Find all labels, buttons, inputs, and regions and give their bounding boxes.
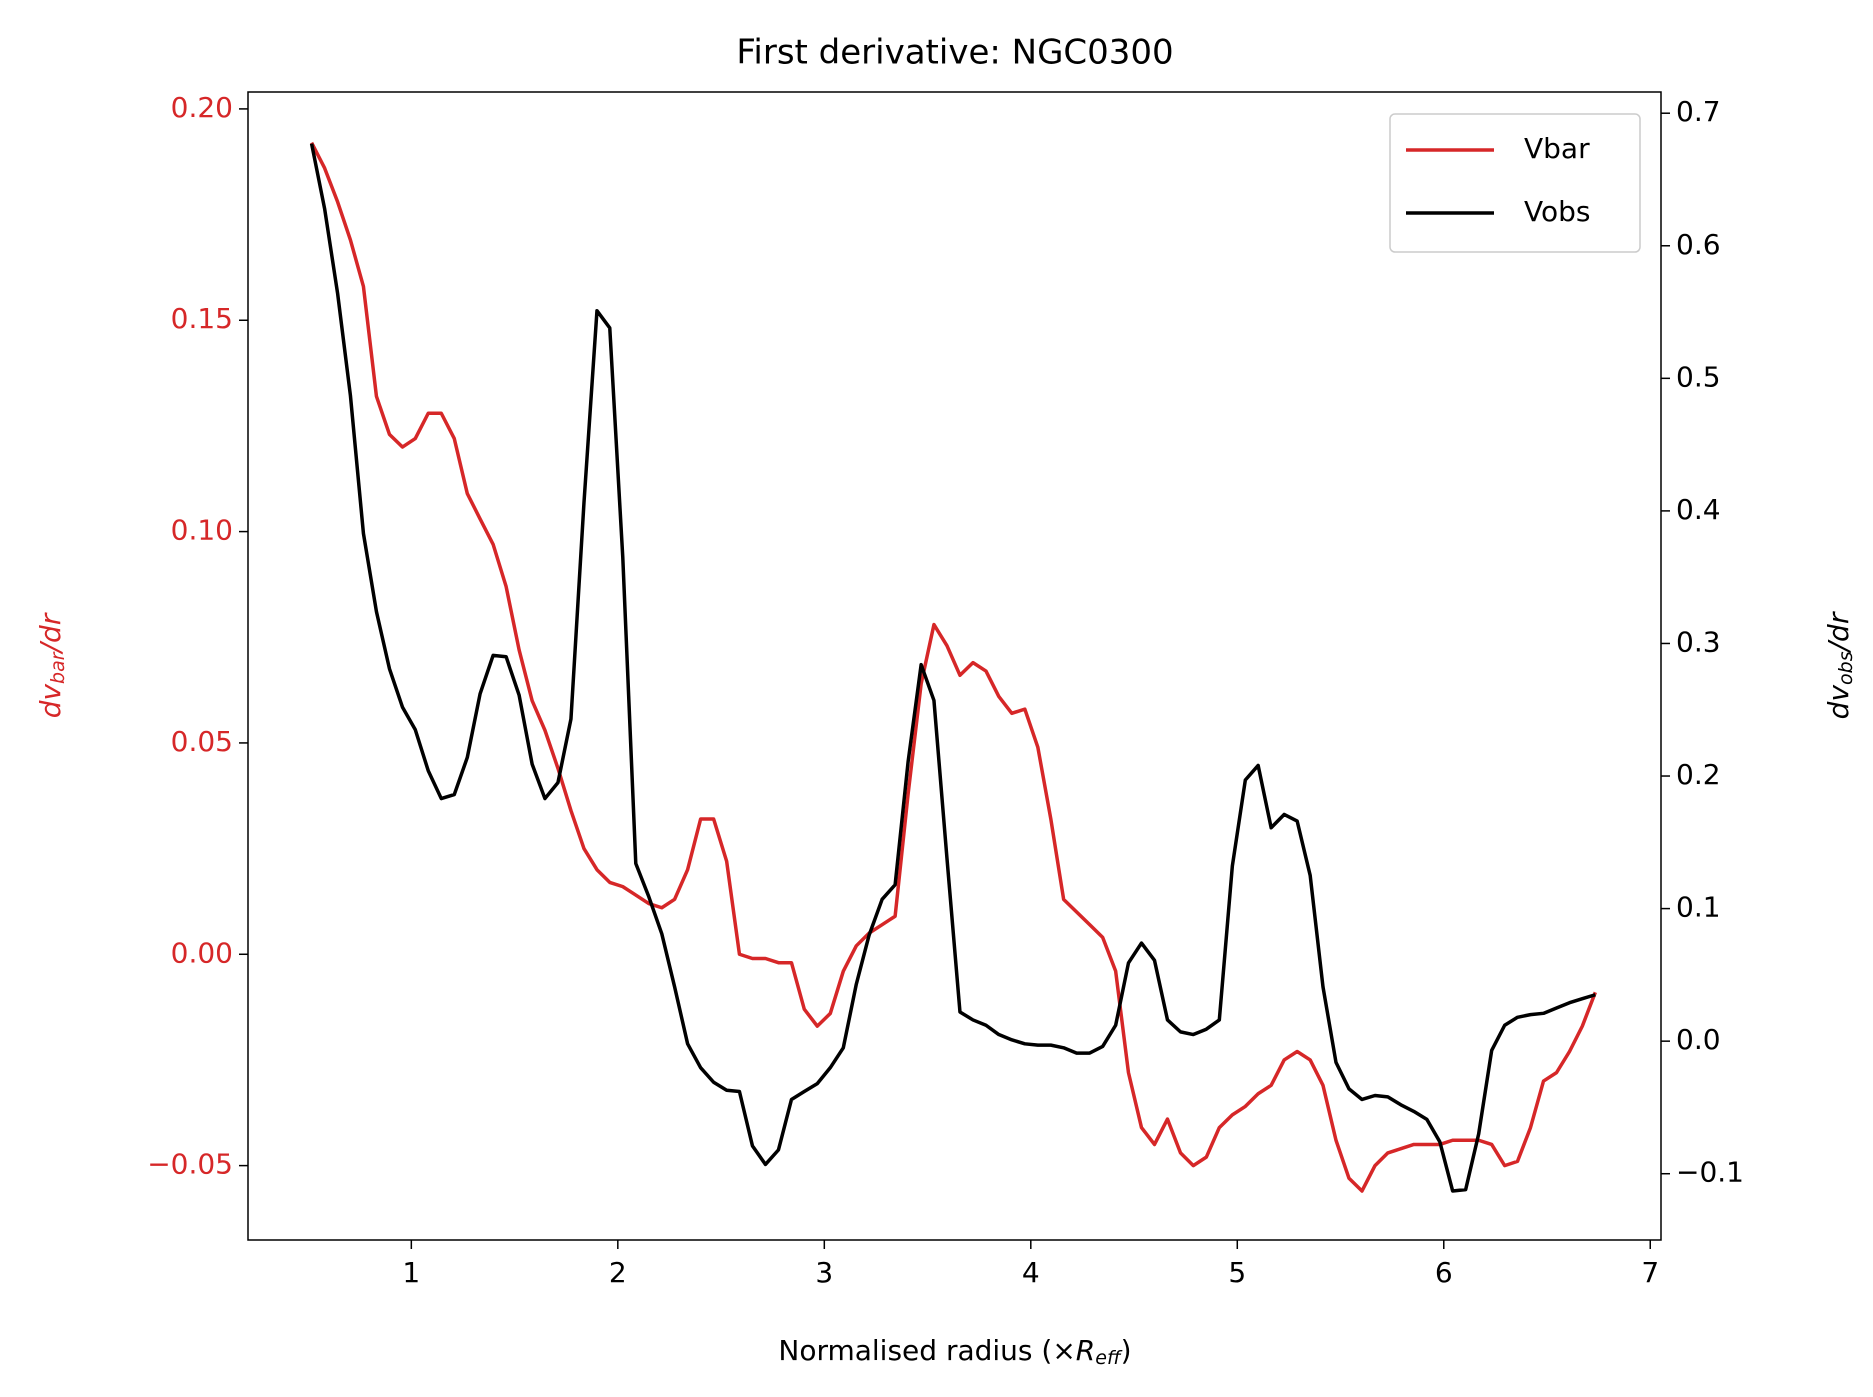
x-tick-label: 1: [402, 1256, 420, 1289]
y-tick-label: 0.05: [171, 725, 233, 758]
y2-tick-label: −0.1: [1676, 1156, 1744, 1189]
x-tick-label: 3: [815, 1256, 833, 1289]
y-tick-label: 0.15: [171, 302, 233, 335]
y2-tick-label: 0.7: [1676, 95, 1721, 128]
chart-title: First derivative: NGC0300: [736, 33, 1173, 73]
x-tick-label: 7: [1641, 1256, 1659, 1289]
y2-tick-label: 0.1: [1676, 891, 1721, 924]
x-tick-label: 6: [1435, 1256, 1453, 1289]
legend-box: [1389, 113, 1641, 253]
x-axis-label: Normalised radius (×Reff): [778, 1334, 1131, 1369]
y-tick-label: 0.20: [171, 91, 233, 124]
x-tick-label: 2: [609, 1256, 627, 1289]
y2-tick-label: 0.3: [1676, 625, 1721, 658]
y-tick-label: −0.05: [147, 1148, 233, 1181]
y2-axis-label: dvobs/dr: [1822, 611, 1857, 719]
legend-label: Vobs: [1524, 195, 1590, 228]
line-series: [310, 141, 1597, 1193]
y2-tick-label: 0.5: [1676, 360, 1721, 393]
y2-tick-label: 0.2: [1676, 758, 1721, 791]
x-tick-label: 4: [1022, 1256, 1040, 1289]
y2-tick-label: 0.0: [1676, 1023, 1721, 1056]
line-series: [309, 143, 1596, 1193]
y2-tick-label: 0.4: [1676, 493, 1721, 526]
y-tick-label: 0.00: [171, 936, 233, 969]
legend-label: Vbar: [1524, 132, 1590, 165]
plot-frame: [247, 91, 1662, 1241]
y2-tick-label: 0.6: [1676, 228, 1721, 261]
y-axis-label: dvbar/dr: [34, 612, 69, 718]
y-tick-label: 0.10: [171, 514, 233, 547]
x-tick-label: 5: [1228, 1256, 1246, 1289]
